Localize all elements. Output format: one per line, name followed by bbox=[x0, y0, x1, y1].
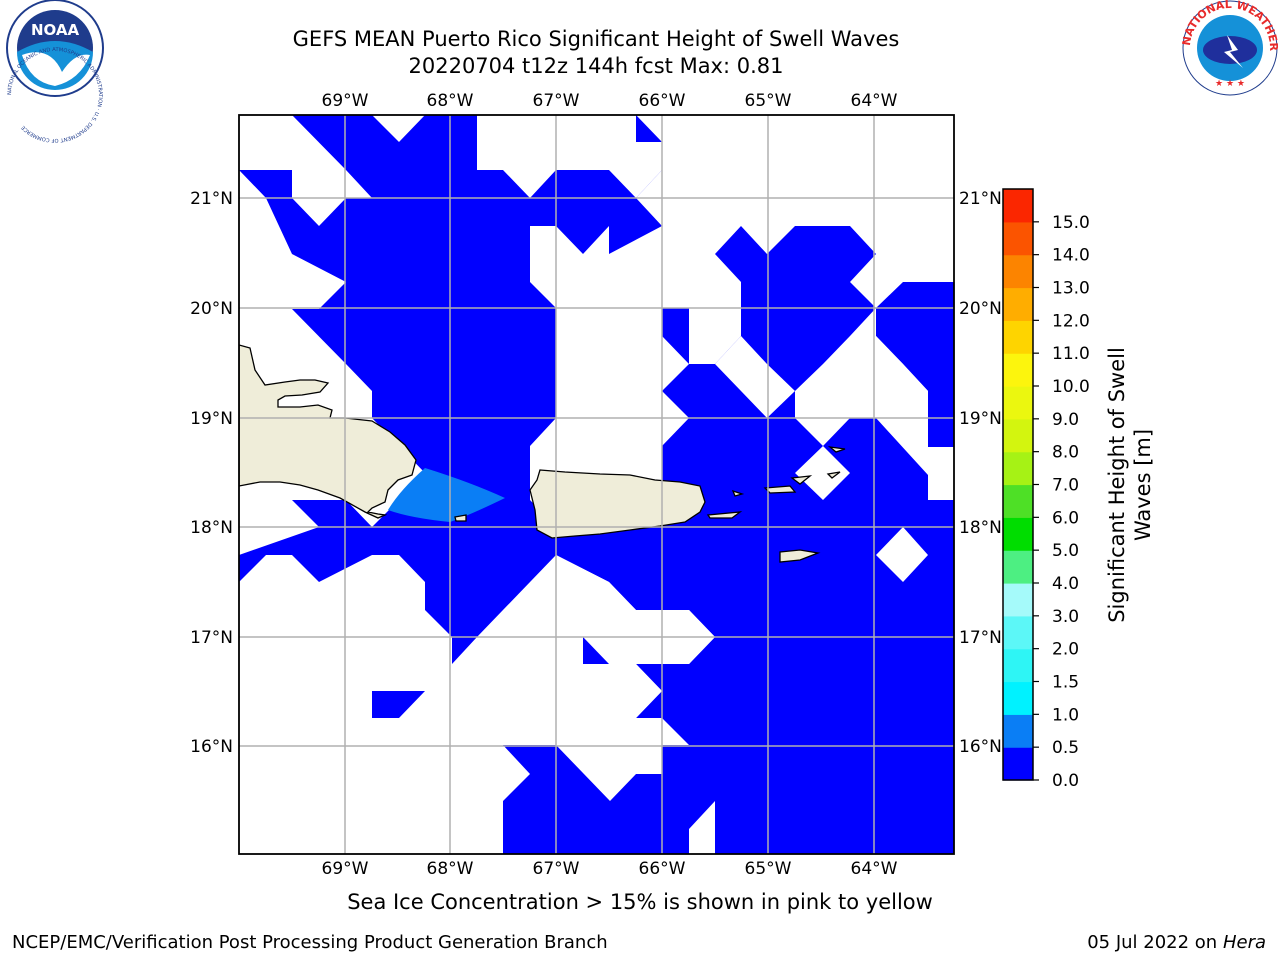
colorbar-tick-label: 8.0 bbox=[1052, 443, 1079, 463]
colorbar-band bbox=[1003, 221, 1033, 256]
lat-label: 18°N bbox=[190, 518, 233, 538]
colorbar-band bbox=[1003, 189, 1033, 223]
colorbar-tick-label: 6.0 bbox=[1052, 508, 1079, 528]
lat-label: 19°N bbox=[959, 409, 1002, 429]
colorbar-band bbox=[1003, 451, 1033, 486]
chart-subtitle: 20220704 t12z 144h fcst Max: 0.81 bbox=[408, 54, 784, 78]
colorbar-tick-label: 14.0 bbox=[1052, 246, 1090, 266]
virgin-islands bbox=[706, 446, 846, 563]
graticule bbox=[239, 115, 954, 854]
lon-label: 68°W bbox=[427, 859, 474, 879]
colorbar-tick-label: 1.5 bbox=[1052, 673, 1079, 693]
swell-0.5-1.0-region bbox=[388, 468, 505, 522]
colorbar-band bbox=[1003, 484, 1033, 518]
lon-label: 66°W bbox=[639, 859, 686, 879]
lat-label: 17°N bbox=[190, 628, 233, 648]
colorbar-band bbox=[1003, 681, 1033, 715]
colorbar-tick-label: 10.0 bbox=[1052, 377, 1090, 397]
lon-label: 64°W bbox=[851, 859, 898, 879]
lon-labels-bottom: 69°W 68°W 67°W 66°W 65°W 64°W bbox=[322, 859, 898, 879]
lat-label: 18°N bbox=[959, 518, 1002, 538]
nws-logo: ★ ★ ★ NATIONAL WEATHER SERVICE bbox=[0, 0, 1280, 96]
colorbar-tick-label: 4.0 bbox=[1052, 574, 1079, 594]
map-area bbox=[239, 115, 954, 854]
colorbar-band bbox=[1003, 615, 1033, 650]
lon-label: 66°W bbox=[639, 91, 686, 111]
lon-label: 67°W bbox=[533, 859, 580, 879]
lon-label: 69°W bbox=[322, 859, 369, 879]
footer-credit: NCEP/EMC/Verification Post Processing Pr… bbox=[12, 932, 608, 953]
colorbar-title-line1: Significant Height of Swell bbox=[1105, 347, 1129, 623]
lat-label: 21°N bbox=[190, 189, 233, 209]
colorbar-tick-label: 0.0 bbox=[1052, 771, 1079, 791]
colorbar-band bbox=[1003, 320, 1033, 354]
colorbar-band bbox=[1003, 517, 1033, 551]
colorbar-band bbox=[1003, 583, 1033, 617]
lon-label: 65°W bbox=[745, 859, 792, 879]
colorbar-tick-label: 12.0 bbox=[1052, 311, 1090, 331]
colorbar-tick-label: 2.0 bbox=[1052, 640, 1079, 660]
lon-label: 64°W bbox=[851, 91, 898, 111]
lat-labels-left: 21°N 20°N 19°N 18°N 17°N 16°N bbox=[190, 189, 233, 757]
nws-logo-ring: NATIONAL WEATHER SERVICE bbox=[0, 0, 1280, 52]
noaa-logo: NOAA NATIONAL OCEANIC AND ATMOSPHERIC AD… bbox=[6, 0, 104, 143]
lat-label: 16°N bbox=[190, 737, 233, 757]
colorbar-tick-label: 13.0 bbox=[1052, 279, 1090, 299]
lat-label: 20°N bbox=[959, 299, 1002, 319]
colorbar-tick-label: 11.0 bbox=[1052, 344, 1090, 364]
colorbar-band bbox=[1003, 550, 1033, 584]
lon-label: 65°W bbox=[745, 91, 792, 111]
noaa-logo-text: NOAA bbox=[31, 21, 80, 39]
colorbar-band bbox=[1003, 714, 1033, 748]
chart-title: GEFS MEAN Puerto Rico Significant Height… bbox=[292, 27, 900, 51]
lat-label: 16°N bbox=[959, 737, 1002, 757]
colorbar-tick-label: 9.0 bbox=[1052, 410, 1079, 430]
sea-ice-note: Sea Ice Concentration > 15% is shown in … bbox=[347, 890, 933, 914]
lon-label: 69°W bbox=[322, 91, 369, 111]
svg-text:★ ★ ★: ★ ★ ★ bbox=[1215, 79, 1245, 89]
lon-labels-top: 69°W 68°W 67°W 66°W 65°W 64°W bbox=[322, 91, 898, 111]
lon-label: 67°W bbox=[533, 91, 580, 111]
colorbar-band bbox=[1003, 648, 1033, 683]
colorbar-band bbox=[1003, 254, 1033, 289]
colorbar-title-line2: Waves [m] bbox=[1131, 429, 1155, 541]
colorbar-band bbox=[1003, 386, 1033, 420]
lon-label: 68°W bbox=[427, 91, 474, 111]
footer-date-text: 05 Jul 2022 on bbox=[1087, 932, 1223, 953]
colorbar-band bbox=[1003, 287, 1033, 321]
map-frame bbox=[238, 114, 955, 855]
lat-label: 20°N bbox=[190, 299, 233, 319]
colorbar-tick-label: 15.0 bbox=[1052, 213, 1090, 233]
lat-labels-right: 21°N 20°N 19°N 18°N 17°N 16°N bbox=[959, 189, 1002, 757]
colorbar-tick-label: 1.0 bbox=[1052, 705, 1079, 725]
colorbar-tick-label: 0.5 bbox=[1052, 738, 1079, 758]
colorbar-tick-label: 5.0 bbox=[1052, 541, 1079, 561]
colorbar-tick-label: 7.0 bbox=[1052, 476, 1079, 496]
colorbar: 0.0 0.5 1.0 1.5 2.0 3.0 4.0 5.0 6.0 7.0 8.0 9.0 10.0… bbox=[1002, 188, 1155, 791]
hispaniola-land bbox=[239, 344, 417, 519]
lat-label: 19°N bbox=[190, 409, 233, 429]
footer-machine: Hera bbox=[1222, 932, 1266, 953]
colorbar-band bbox=[1003, 747, 1033, 781]
footer-date: 05 Jul 2022 on Hera bbox=[1087, 932, 1266, 953]
colorbar-band bbox=[1003, 353, 1033, 387]
colorbar-band bbox=[1003, 418, 1033, 453]
lat-label: 21°N bbox=[959, 189, 1002, 209]
colorbar-tick-label: 3.0 bbox=[1052, 607, 1079, 627]
lat-label: 17°N bbox=[959, 628, 1002, 648]
